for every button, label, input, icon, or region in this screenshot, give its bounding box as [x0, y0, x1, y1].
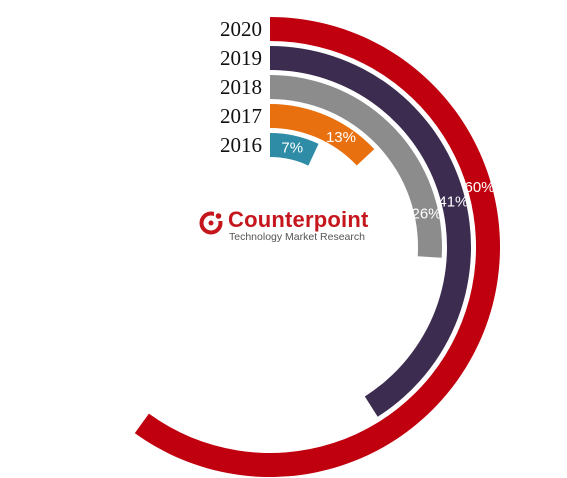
value-labels: 7% 13% 26%41%60%	[281, 129, 494, 223]
arc-2016	[270, 133, 319, 166]
counterpoint-logo-icon	[199, 211, 223, 235]
counterpoint-logo: Counterpoint Technology Market Research	[198, 207, 388, 248]
year-label-2018: 2018	[220, 75, 262, 99]
year-label-2020: 2020	[220, 17, 262, 41]
value-label-2016: 7%	[281, 139, 303, 156]
arc-2017	[270, 104, 375, 166]
value-label-2019: 41%	[438, 193, 468, 210]
arc-2019	[270, 46, 471, 417]
arc-2020	[134, 17, 501, 478]
year-label-2019: 2019	[220, 46, 262, 70]
logo-tagline: Technology Market Research	[229, 231, 365, 243]
year-labels: 2016 2017 2018 2019 2020	[220, 17, 262, 157]
year-label-2017: 2017	[220, 104, 262, 128]
arc-2018	[270, 75, 442, 258]
logo-name: Counterpoint	[228, 207, 369, 232]
value-label-2020: 60%	[465, 179, 495, 196]
value-label-2017: 13%	[326, 129, 356, 146]
chart-arcs	[134, 17, 501, 478]
year-label-2016: 2016	[220, 133, 262, 157]
value-label-2018: 26%	[411, 206, 441, 223]
